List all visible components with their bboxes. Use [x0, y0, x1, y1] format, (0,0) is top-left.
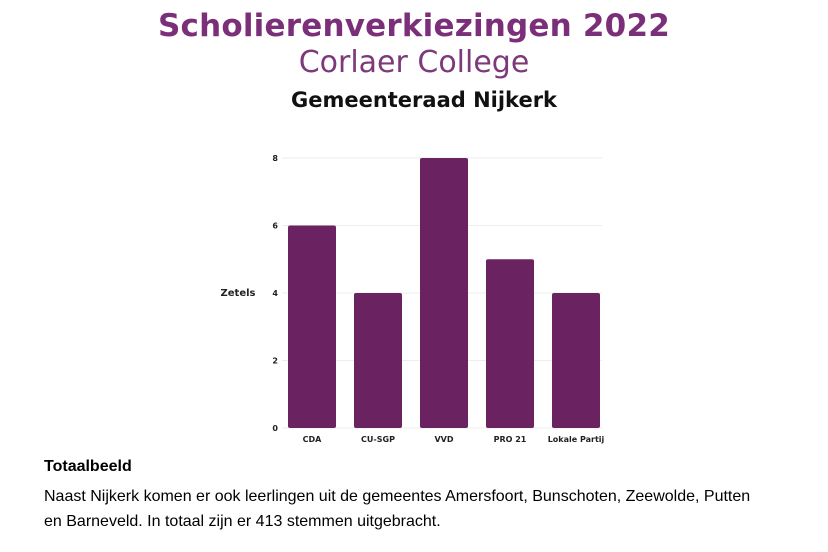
bar-cda	[288, 225, 336, 428]
bar-pro-21	[486, 259, 534, 428]
bars	[288, 158, 600, 428]
y-tick-label: 4	[272, 289, 278, 298]
bar-vvd	[420, 158, 468, 428]
y-tick-label: 6	[272, 222, 278, 231]
bar-lokale-partij	[552, 293, 600, 428]
y-axis-ticks: 0 2 4 6 8	[272, 154, 278, 433]
x-tick-label: VVD	[434, 435, 453, 444]
x-tick-label: PRO 21	[494, 435, 527, 444]
summary-text: Naast Nijkerk komen er ook leerlingen ui…	[44, 488, 751, 530]
y-tick-label: 0	[272, 424, 278, 433]
chart-title: Gemeenteraad Nijkerk	[290, 88, 558, 112]
y-tick-label: 8	[272, 154, 278, 163]
bar-chart: 0 2 4 6 8 CDA CU-SGP VVD PRO 21 Lokale Partij Ze…	[221, 154, 605, 444]
x-tick-label: Lokale Partij	[548, 435, 605, 444]
y-axis-label: Zetels	[221, 288, 256, 299]
x-axis-ticks: CDA CU-SGP VVD PRO 21 Lokale Partij	[303, 435, 605, 444]
x-tick-label: CDA	[303, 435, 323, 444]
page-title: Scholierenverkiezingen 2022	[157, 8, 670, 44]
x-tick-label: CU-SGP	[361, 435, 395, 444]
bar-cu-sgp	[354, 293, 402, 428]
page-subtitle: Corlaer College	[298, 45, 530, 80]
summary-heading: Totaalbeeld	[44, 458, 132, 475]
y-tick-label: 2	[272, 357, 278, 366]
